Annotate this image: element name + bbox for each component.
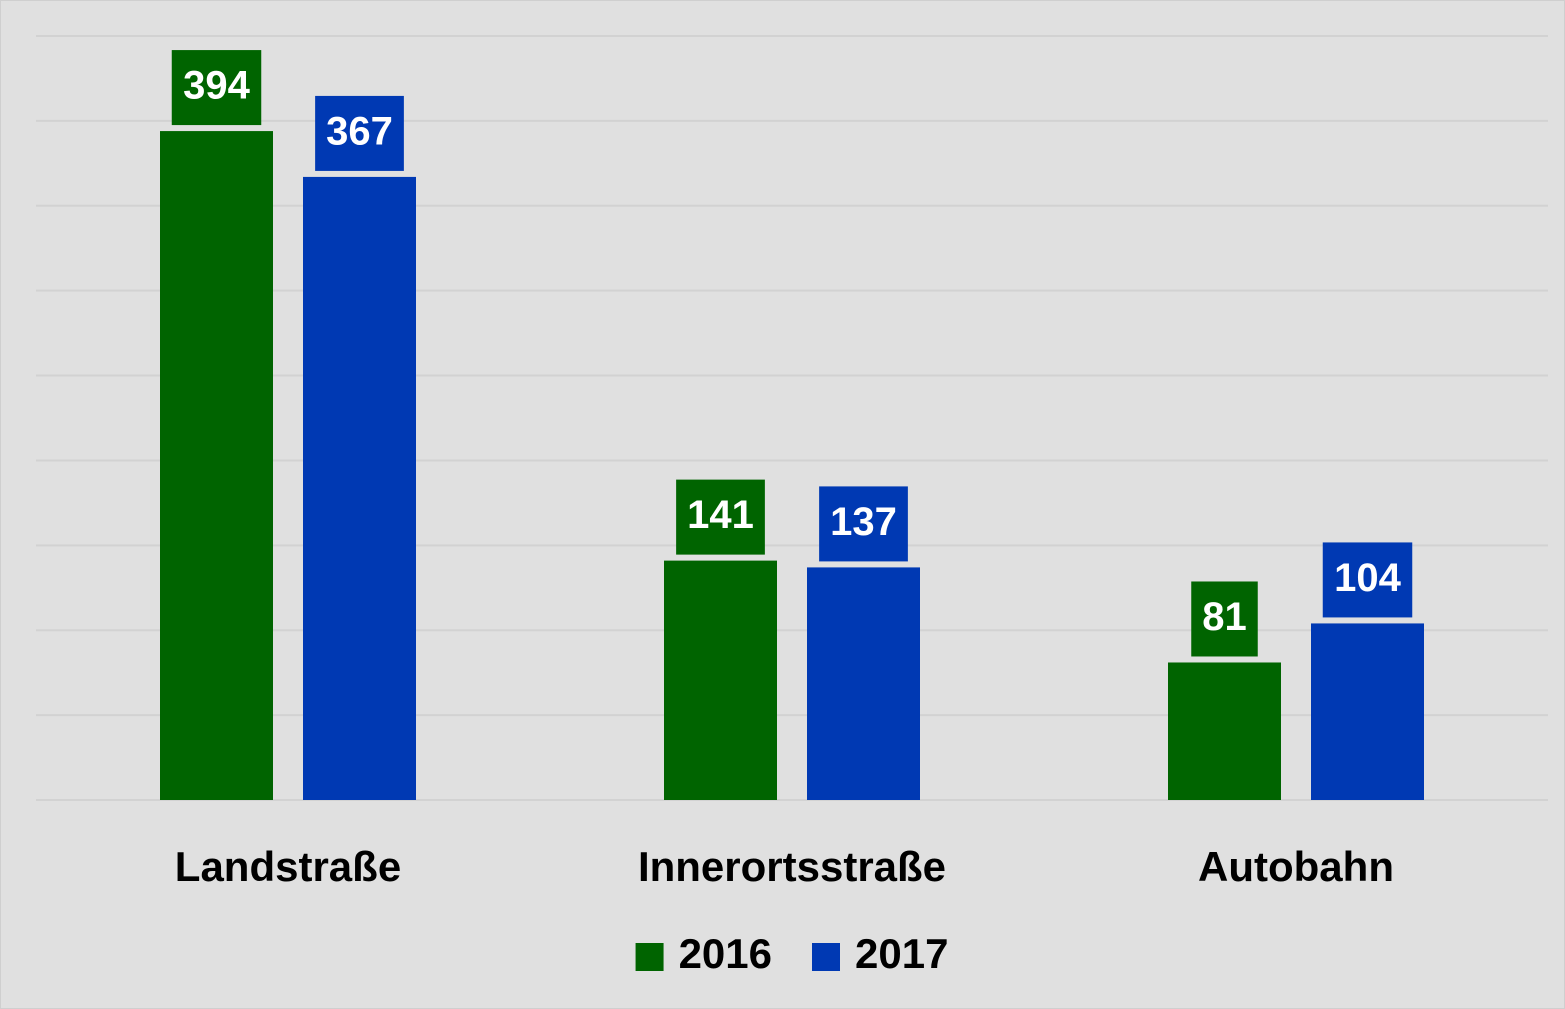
data-label-box <box>171 50 262 126</box>
bar <box>303 176 416 801</box>
x-tick-label: Landstraße <box>175 843 401 890</box>
data-label: 81 <box>1202 595 1247 639</box>
bar <box>807 567 920 800</box>
x-tick-label: Autobahn <box>1198 843 1394 890</box>
data-label: 367 <box>326 109 393 153</box>
data-label-box <box>819 486 908 562</box>
data-label-box <box>676 479 765 555</box>
data-label: 141 <box>687 493 754 537</box>
x-tick-label: Innerortsstraße <box>638 843 946 890</box>
data-label: 394 <box>183 64 250 108</box>
bar <box>1311 623 1424 800</box>
legend-swatch <box>812 943 840 971</box>
legend-label: 2017 <box>855 930 948 977</box>
data-label: 104 <box>1334 556 1401 600</box>
data-label: 137 <box>830 500 897 544</box>
bar <box>1168 662 1281 800</box>
bar <box>664 560 777 800</box>
legend-label: 2016 <box>679 930 772 977</box>
legend-swatch <box>635 943 664 971</box>
data-label-box <box>1191 581 1258 657</box>
data-label-box <box>1322 542 1413 618</box>
bar <box>160 131 273 800</box>
data-label-box <box>315 95 404 171</box>
